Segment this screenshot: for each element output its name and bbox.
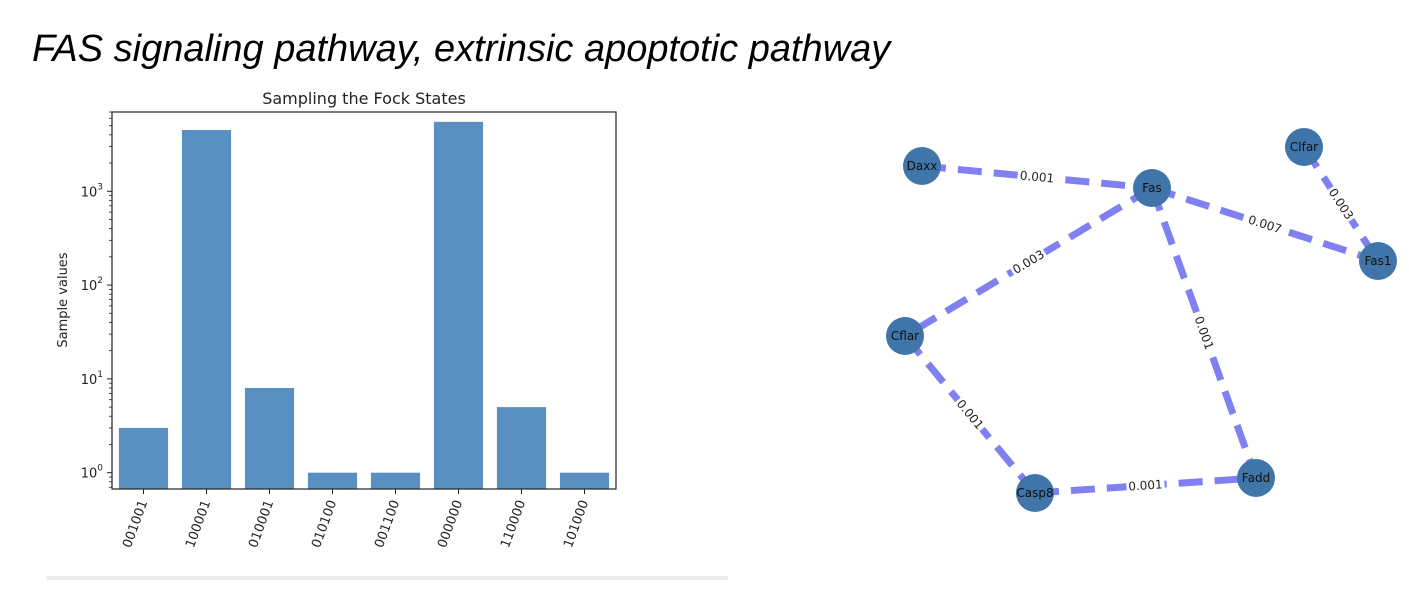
x-tick-label: 101000 [561,498,592,550]
plot-frame [111,111,617,490]
node-label: Daxx [907,159,938,173]
bar [181,129,232,489]
slide-title: FAS signaling pathway, extrinsic apoptot… [32,28,891,70]
bar [496,407,547,489]
bar [244,387,295,489]
y-axis-label: Sample values [56,252,71,347]
bar [307,472,358,489]
edge-label-bg [1017,166,1057,187]
bar [370,472,421,489]
graph-node [1016,474,1054,512]
node-label: Fas1 [1364,254,1391,268]
graph-edge [1301,145,1381,263]
node-label: Fas [1142,181,1161,195]
bar [118,427,169,489]
graph-node [1359,242,1397,280]
x-tick-label: 100001 [183,498,214,550]
graph-node [903,147,941,185]
edge-label-bg [951,394,990,435]
y-tick-label: 100 [81,464,104,482]
graph-edge [903,184,1154,340]
edge-weight-label: 0.001 [1019,168,1055,185]
bottom-divider [46,576,728,580]
y-tick-label: 102 [81,276,103,294]
node-label: Cflar [891,329,919,343]
graph-node [1285,128,1323,166]
node-label: Clfar [1290,140,1318,154]
node-label: Fadd [1242,471,1270,485]
edge-label-bg [1190,312,1219,354]
bar [433,121,484,489]
y-tick-label: 101 [81,370,103,388]
x-tick-label: 110000 [498,498,529,550]
node-label: Casp8 [1016,486,1053,500]
bar [559,472,610,489]
edge-label-bg [1007,244,1049,279]
x-tick-label: 000000 [435,498,466,550]
bar-chart: Sampling the Fock States Sample values 0… [56,89,617,550]
graph-node [1237,459,1275,497]
y-tick-label: 103 [81,182,103,200]
x-tick-label: 001100 [372,498,403,550]
edge-label-bg [1323,183,1359,225]
graph-node [886,317,924,355]
edge-label-bg [1244,210,1286,238]
x-tick-label: 001001 [120,498,151,550]
edge-weight-label: 0.001 [1128,477,1163,493]
graph-node [1133,169,1171,207]
x-tick-label: 010100 [309,498,340,550]
x-tick-label: 010001 [246,498,277,550]
edge-label-bg [1125,475,1165,495]
chart-title: Sampling the Fock States [262,89,466,108]
